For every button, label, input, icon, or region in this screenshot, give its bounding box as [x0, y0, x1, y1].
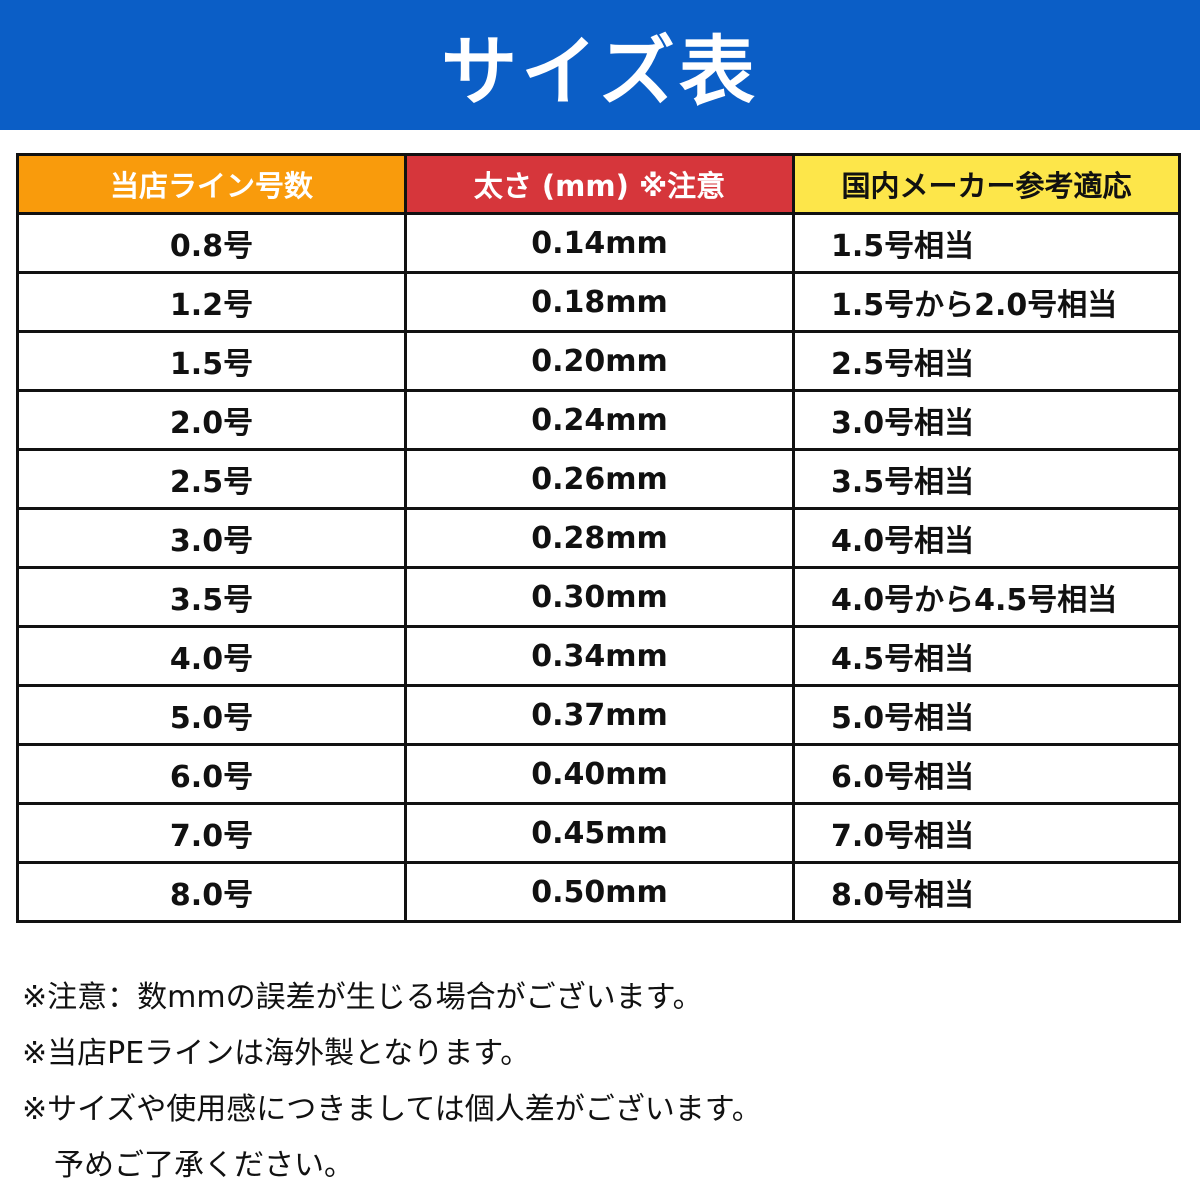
table-row: 3.5号 0.30mm 4.0号から4.5号相当 [16, 566, 1181, 628]
cell-line-size: 7.0号 [16, 802, 407, 864]
cell-line-size: 2.0号 [16, 389, 407, 451]
cell-domestic-equivalent: 1.5号相当 [792, 212, 1181, 274]
cell-line-size: 6.0号 [16, 743, 407, 805]
note-acknowledge: 予めご了承ください。 [54, 1148, 354, 1183]
cell-thickness: 0.40mm [404, 743, 795, 805]
note-overseas: ※当店PEラインは海外製となります。 [22, 1036, 531, 1071]
cell-domestic-equivalent: 8.0号相当 [792, 861, 1181, 923]
size-table: 当店ライン号数 太さ (mm) ※注意 国内メーカー参考適応 0.8号 0.14m… [16, 153, 1181, 923]
note-individual: ※サイズや使用感につきましては個人差がございます。 [22, 1092, 762, 1127]
cell-domestic-equivalent: 4.0号から4.5号相当 [792, 566, 1181, 628]
cell-domestic-equivalent: 6.0号相当 [792, 743, 1181, 805]
header-domestic-equivalent: 国内メーカー参考適応 [792, 153, 1181, 215]
table-row: 2.5号 0.26mm 3.5号相当 [16, 448, 1181, 510]
table-row: 7.0号 0.45mm 7.0号相当 [16, 802, 1181, 864]
table-row: 4.0号 0.34mm 4.5号相当 [16, 625, 1181, 687]
cell-domestic-equivalent: 7.0号相当 [792, 802, 1181, 864]
cell-thickness: 0.24mm [404, 389, 795, 451]
header-line-size: 当店ライン号数 [16, 153, 407, 215]
table-row: 1.2号 0.18mm 1.5号から2.0号相当 [16, 271, 1181, 333]
cell-domestic-equivalent: 1.5号から2.0号相当 [792, 271, 1181, 333]
cell-thickness: 0.20mm [404, 330, 795, 392]
table-row: 3.0号 0.28mm 4.0号相当 [16, 507, 1181, 569]
cell-line-size: 2.5号 [16, 448, 407, 510]
cell-domestic-equivalent: 3.5号相当 [792, 448, 1181, 510]
cell-line-size: 1.2号 [16, 271, 407, 333]
page-title: サイズ表 [441, 27, 759, 116]
cell-thickness: 0.26mm [404, 448, 795, 510]
cell-domestic-equivalent: 5.0号相当 [792, 684, 1181, 746]
cell-domestic-equivalent: 4.0号相当 [792, 507, 1181, 569]
table-row: 2.0号 0.24mm 3.0号相当 [16, 389, 1181, 451]
title-banner: サイズ表 [0, 0, 1200, 130]
table-header-row: 当店ライン号数 太さ (mm) ※注意 国内メーカー参考適応 [16, 153, 1181, 215]
cell-thickness: 0.18mm [404, 271, 795, 333]
cell-thickness: 0.34mm [404, 625, 795, 687]
cell-domestic-equivalent: 4.5号相当 [792, 625, 1181, 687]
cell-line-size: 4.0号 [16, 625, 407, 687]
cell-thickness: 0.30mm [404, 566, 795, 628]
cell-thickness: 0.37mm [404, 684, 795, 746]
cell-domestic-equivalent: 3.0号相当 [792, 389, 1181, 451]
note-error: ※注意：数mmの誤差が生じる場合がございます。 [22, 980, 703, 1015]
cell-line-size: 8.0号 [16, 861, 407, 923]
table-row: 6.0号 0.40mm 6.0号相当 [16, 743, 1181, 805]
cell-thickness: 0.50mm [404, 861, 795, 923]
notes: ※注意：数mmの誤差が生じる場合がございます。 ※当店PEラインは海外製となりま… [22, 970, 762, 1194]
table-row: 8.0号 0.50mm 8.0号相当 [16, 861, 1181, 923]
cell-line-size: 3.5号 [16, 566, 407, 628]
cell-line-size: 0.8号 [16, 212, 407, 274]
header-thickness: 太さ (mm) ※注意 [404, 153, 795, 215]
table-row: 5.0号 0.37mm 5.0号相当 [16, 684, 1181, 746]
cell-line-size: 3.0号 [16, 507, 407, 569]
cell-thickness: 0.14mm [404, 212, 795, 274]
cell-domestic-equivalent: 2.5号相当 [792, 330, 1181, 392]
table-row: 0.8号 0.14mm 1.5号相当 [16, 212, 1181, 274]
table-row: 1.5号 0.20mm 2.5号相当 [16, 330, 1181, 392]
cell-line-size: 5.0号 [16, 684, 407, 746]
cell-line-size: 1.5号 [16, 330, 407, 392]
cell-thickness: 0.28mm [404, 507, 795, 569]
cell-thickness: 0.45mm [404, 802, 795, 864]
